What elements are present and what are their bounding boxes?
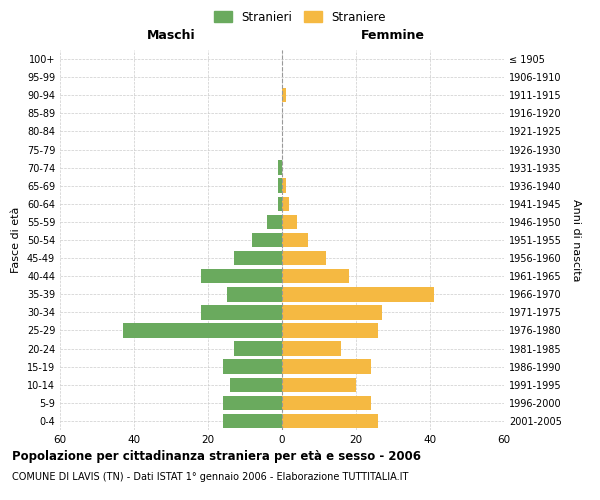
- Bar: [282, 342, 341, 356]
- Text: Maschi: Maschi: [146, 30, 196, 43]
- Bar: [223, 396, 282, 410]
- Bar: [282, 378, 356, 392]
- Text: Popolazione per cittadinanza straniera per età e sesso - 2006: Popolazione per cittadinanza straniera p…: [12, 450, 421, 463]
- Bar: [282, 88, 286, 102]
- Text: COMUNE DI LAVIS (TN) - Dati ISTAT 1° gennaio 2006 - Elaborazione TUTTITALIA.IT: COMUNE DI LAVIS (TN) - Dati ISTAT 1° gen…: [12, 472, 409, 482]
- Bar: [282, 414, 378, 428]
- Bar: [230, 378, 282, 392]
- Bar: [267, 214, 282, 229]
- Bar: [278, 160, 282, 175]
- Bar: [253, 233, 282, 247]
- Legend: Stranieri, Straniere: Stranieri, Straniere: [209, 6, 391, 28]
- Bar: [282, 360, 371, 374]
- Bar: [282, 287, 434, 302]
- Bar: [282, 323, 378, 338]
- Bar: [278, 196, 282, 211]
- Bar: [123, 323, 282, 338]
- Bar: [200, 305, 282, 320]
- Bar: [282, 178, 286, 193]
- Bar: [282, 196, 289, 211]
- Bar: [234, 251, 282, 266]
- Bar: [227, 287, 282, 302]
- Bar: [223, 360, 282, 374]
- Bar: [223, 414, 282, 428]
- Y-axis label: Fasce di età: Fasce di età: [11, 207, 21, 273]
- Bar: [234, 342, 282, 356]
- Bar: [282, 251, 326, 266]
- Bar: [282, 269, 349, 283]
- Bar: [200, 269, 282, 283]
- Bar: [278, 178, 282, 193]
- Y-axis label: Anni di nascita: Anni di nascita: [571, 198, 581, 281]
- Text: Femmine: Femmine: [361, 30, 425, 43]
- Bar: [282, 305, 382, 320]
- Bar: [282, 233, 308, 247]
- Bar: [282, 396, 371, 410]
- Bar: [282, 214, 297, 229]
